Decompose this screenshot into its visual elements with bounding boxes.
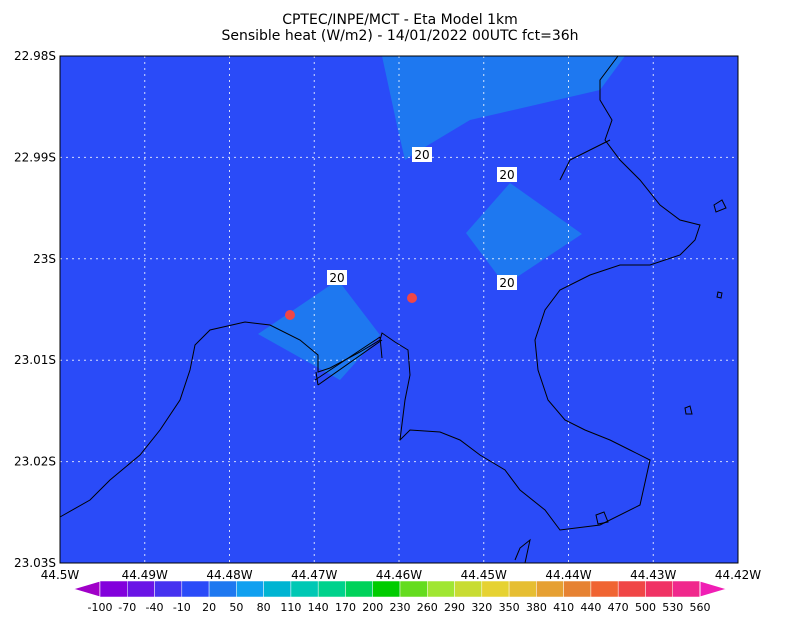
- title: CPTEC/INPE/MCT - Eta Model 1km: [282, 12, 518, 28]
- contour-region: [382, 56, 625, 160]
- colorbar-segment: [154, 580, 183, 598]
- colorbar-segment: [399, 580, 428, 598]
- lat-tick-label: 23.02S: [14, 455, 56, 469]
- lon-tick-label: 44.5W: [41, 568, 80, 582]
- colorbar-label: 170: [335, 601, 356, 614]
- colorbar-label: 530: [662, 601, 683, 614]
- colorbar: -100 -70 -40 -10 20 50 80 110 140 170 200 230 260 290…: [71, 580, 729, 614]
- contour-label-box: [412, 147, 432, 162]
- colorbar-segment: [563, 580, 592, 598]
- colorbar-label: 230: [390, 601, 411, 614]
- coastline: [314, 336, 383, 386]
- colorbar-label: 290: [444, 601, 465, 614]
- lon-tick-label: 44.46W: [376, 568, 422, 582]
- colorbar-segment: [372, 580, 401, 598]
- colorbar-segment: [454, 580, 483, 598]
- lat-tick-label: 23.01S: [14, 353, 56, 367]
- contour-label-box: [497, 167, 517, 182]
- colorbar-segment: [317, 580, 346, 598]
- contour-region: [258, 280, 380, 380]
- contour-label: 20: [414, 148, 429, 162]
- location-marker: [407, 293, 417, 303]
- colorbar-label: -40: [146, 601, 164, 614]
- colorbar-segment: [645, 580, 673, 598]
- colorbar-label: 350: [499, 601, 520, 614]
- colorbar-segment: [508, 580, 537, 598]
- contour-region: [466, 183, 582, 285]
- colorbar-segment: [208, 580, 237, 598]
- subtitle: Sensible heat (W/m2) - 14/01/2022 00UTC …: [221, 28, 578, 44]
- colorbar-extension: [71, 580, 101, 598]
- colorbar-segment: [536, 580, 564, 598]
- colorbar-label: 20: [202, 601, 216, 614]
- colorbar-label: 200: [362, 601, 383, 614]
- colorbar-label: 410: [553, 601, 574, 614]
- colorbar-segment: [617, 580, 646, 598]
- colorbar-segment: [590, 580, 619, 598]
- colorbar-label: 320: [471, 601, 492, 614]
- contour-label-box: [327, 270, 347, 285]
- lon-tick-label: 44.48W: [206, 568, 252, 582]
- lon-tick-label: 44.42W: [715, 568, 761, 582]
- colorbar-label: -70: [118, 601, 136, 614]
- contour-label: 20: [499, 168, 514, 182]
- colorbar-label: 560: [690, 601, 711, 614]
- colorbar-segment: [263, 580, 292, 598]
- colorbar-segment: [181, 580, 210, 598]
- colorbar-segment: [481, 580, 510, 598]
- colorbar-extension: [699, 580, 729, 598]
- colorbar-label: 140: [308, 601, 329, 614]
- colorbar-label: 440: [580, 601, 601, 614]
- lon-tick-label: 44.45W: [461, 568, 507, 582]
- colorbar-label: 110: [280, 601, 301, 614]
- lon-tick-label: 44.44W: [545, 568, 591, 582]
- colorbar-segment: [672, 580, 701, 598]
- colorbar-label: 380: [526, 601, 547, 614]
- colorbar-label: 260: [417, 601, 438, 614]
- colorbar-segment: [99, 580, 128, 598]
- lat-tick-label: 23S: [33, 252, 56, 266]
- contour-label-box: [497, 275, 517, 290]
- colorbar-label: -10: [173, 601, 191, 614]
- map-frame: [59, 55, 739, 564]
- map-area: [59, 55, 739, 564]
- lat-tick-label: 22.98S: [14, 49, 56, 63]
- colorbar-label: 80: [257, 601, 271, 614]
- colorbar-label: 50: [229, 601, 243, 614]
- island: [595, 199, 727, 525]
- coastline: [59, 55, 701, 564]
- colorbar-label: -100: [88, 601, 113, 614]
- lat-tick-label: 22.99S: [14, 150, 56, 164]
- colorbar-label: 470: [608, 601, 629, 614]
- colorbar-segment: [127, 580, 155, 598]
- contour-label: 20: [499, 276, 514, 290]
- axis-labels: 44.5W 44.49W 44.48W 44.47W 44.46W 44.45W 44.44…: [14, 49, 761, 582]
- colorbar-segment: [427, 580, 455, 598]
- location-marker: [285, 310, 295, 320]
- colorbar-segment: [345, 580, 373, 598]
- colorbar-label: 500: [635, 601, 656, 614]
- lat-tick-label: 23.03S: [14, 556, 56, 570]
- lon-tick-label: 44.49W: [122, 568, 168, 582]
- colorbar-segment: [290, 580, 319, 598]
- lon-tick-label: 44.47W: [291, 568, 337, 582]
- contour-label: 20: [329, 271, 344, 285]
- lon-tick-label: 44.43W: [630, 568, 676, 582]
- colorbar-segment: [236, 580, 264, 598]
